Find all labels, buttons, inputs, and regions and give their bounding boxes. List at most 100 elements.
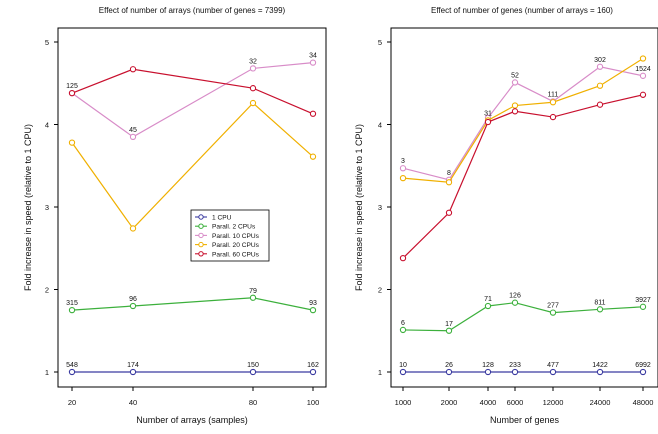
data-point (399, 254, 407, 262)
data-label: 277 (547, 303, 559, 310)
data-label: 32 (249, 58, 257, 65)
legend-marker (198, 214, 204, 220)
y-tick-label: 2 (45, 286, 49, 295)
x-tick-label: 24000 (590, 398, 611, 407)
data-label: 233 (509, 362, 521, 369)
data-label: 1524 (635, 66, 651, 73)
series-parall-2-cpus: 6 17 71 126 277 811 3927 (399, 293, 651, 334)
series-line (71, 297, 314, 311)
data-point (549, 99, 557, 106)
data-label: 126 (509, 293, 521, 300)
data-point (129, 133, 137, 141)
legend-entry: Parall. 10 CPUs (212, 233, 260, 240)
data-label: 128 (482, 362, 494, 369)
x-tick-label: 1000 (395, 398, 412, 407)
data-point (549, 113, 557, 121)
series-line (71, 68, 314, 115)
chart-panel-2: Effect of number of genes (number of arr… (354, 6, 658, 425)
x-tick-label: 6000 (507, 398, 524, 407)
data-point (129, 225, 137, 232)
data-point (68, 306, 76, 314)
data-label: 34 (309, 53, 317, 60)
plot-frame (57, 27, 327, 388)
data-point (399, 368, 407, 376)
series-parall-60-cpus (399, 91, 647, 262)
series-line (402, 302, 644, 332)
data-point (596, 63, 604, 70)
data-point (129, 66, 137, 73)
data-label: 162 (307, 362, 319, 369)
chart-title: Effect of number of genes (number of arr… (431, 6, 613, 15)
y-tick-label: 5 (378, 38, 382, 47)
y-tick-label: 4 (378, 121, 382, 130)
data-label: 96 (129, 296, 137, 303)
y-tick-label: 1 (378, 368, 382, 377)
data-label: 26 (445, 362, 453, 369)
data-point (511, 102, 519, 109)
legend-marker (198, 223, 204, 229)
x-tick-label: 12000 (543, 398, 564, 407)
data-label: 174 (127, 362, 139, 369)
data-label: 45 (129, 127, 137, 134)
x-tick-label: 4000 (480, 398, 497, 407)
data-label: 3 (401, 158, 405, 165)
data-point (309, 306, 317, 314)
data-label: 10 (399, 362, 407, 369)
legend-marker (198, 241, 204, 248)
x-tick-label: 2000 (441, 398, 458, 407)
y-tick-label: 1 (45, 368, 49, 377)
data-point (309, 153, 317, 160)
data-point (309, 110, 317, 117)
data-label: 548 (66, 362, 78, 369)
data-point (549, 309, 557, 316)
legend-entry: Parall. 60 CPUs (212, 251, 260, 258)
data-label: 150 (247, 362, 259, 369)
data-point (249, 99, 257, 107)
data-point (445, 368, 453, 376)
data-point (549, 368, 557, 376)
series-parall-20-cpus (68, 99, 317, 232)
data-point (129, 302, 137, 310)
x-tick-label: 40 (129, 398, 137, 407)
y-axis-label: Fold increase in speed (relative to 1 CP… (354, 124, 364, 291)
data-label: 125 (66, 83, 78, 90)
y-axis-label: Fold increase in speed (relative to 1 CP… (23, 124, 33, 291)
data-point (445, 179, 453, 186)
data-point (399, 165, 407, 172)
data-point (596, 368, 604, 376)
y-tick-label: 3 (378, 203, 382, 212)
data-point (596, 82, 604, 89)
data-label: 6992 (635, 362, 651, 369)
data-point (249, 65, 257, 72)
data-point (249, 294, 257, 301)
data-point (249, 368, 257, 376)
y-tick-label: 2 (378, 286, 382, 295)
data-point (249, 85, 257, 92)
series-line (402, 57, 644, 183)
data-point (639, 55, 647, 62)
data-label: 6 (401, 320, 405, 327)
series-parall-20-cpus: 31 (399, 55, 647, 186)
series-1-cpu: 10 26 128 233 477 1422 6992 (399, 362, 651, 376)
y-tick-label: 3 (45, 203, 49, 212)
data-point (484, 368, 492, 376)
series-parall-60-cpus: 125 (66, 66, 317, 117)
data-label: 79 (249, 288, 257, 295)
data-point (511, 79, 519, 86)
x-tick-label: 20 (68, 398, 76, 407)
data-point (309, 368, 317, 376)
series-line (71, 62, 314, 138)
data-label: 8 (447, 170, 451, 177)
data-point (445, 327, 453, 334)
series-line (402, 66, 644, 181)
data-point (68, 90, 76, 97)
data-point (399, 174, 407, 182)
data-point (511, 299, 519, 306)
data-point (596, 101, 604, 108)
data-label: 315 (66, 300, 78, 307)
x-tick-label: 100 (307, 398, 320, 407)
data-point (639, 72, 647, 79)
data-point (399, 326, 407, 334)
data-point (511, 368, 519, 376)
